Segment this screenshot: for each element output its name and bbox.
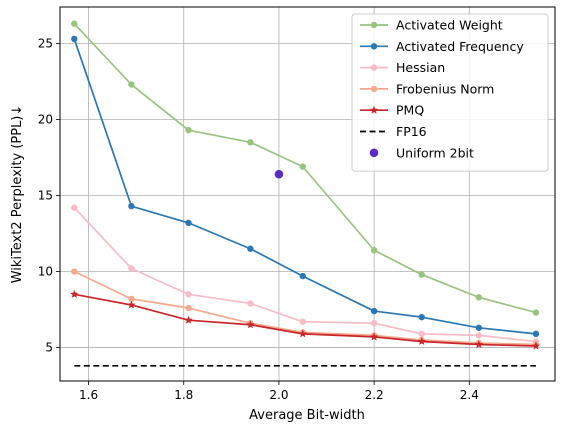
data-point-pmq [298, 329, 307, 338]
legend: Activated Weight Activated Frequency Hessi… [351, 13, 549, 172]
x-tick-label: 1.8 [174, 388, 193, 402]
data-point-activated-weight [128, 81, 135, 88]
legend-marker-activated-frequency [370, 43, 378, 50]
data-point-activated-weight [185, 126, 192, 134]
data-point-pmq [70, 289, 79, 298]
data-point-activated-frequency [370, 307, 378, 315]
series-activated-frequency [71, 35, 540, 338]
x-tick-label: 2.0 [269, 388, 288, 402]
axis-ticks: 1.6 1.8 2.0 2.2 2.4 5 10 15 20 25 [38, 36, 479, 402]
y-tick-label: 25 [38, 36, 53, 50]
y-tick-label: 5 [45, 341, 53, 355]
data-point-activated-frequency [71, 35, 78, 43]
data-point-activated-frequency [247, 245, 254, 252]
data-point-activated-weight [247, 139, 254, 146]
data-point-activated-weight [475, 294, 483, 301]
series-pmq [70, 289, 541, 350]
data-point-activated-weight [418, 271, 425, 278]
data-point-activated-weight [71, 20, 78, 27]
series-uniform-2bit [274, 169, 284, 179]
x-axis-label: Average Bit-width [249, 408, 365, 423]
x-tick-label: 2.4 [460, 388, 479, 402]
x-tick-label: 1.6 [79, 388, 98, 402]
x-tick-label: 2.2 [365, 388, 384, 402]
legend-marker-pmq [369, 105, 379, 114]
data-point-uniform-2bit [274, 169, 284, 179]
legend-label-frobenius-norm: Frobenius Norm [396, 81, 494, 96]
data-point-pmq [246, 320, 255, 329]
legend-label-fp16: FP16 [396, 124, 427, 139]
data-point-pmq [184, 315, 193, 324]
legend-marker-uniform-2bit [369, 148, 379, 158]
data-point-frobenius-norm [185, 304, 192, 312]
data-point-activated-frequency [128, 202, 135, 210]
data-point-activated-frequency [299, 272, 306, 280]
data-point-activated-frequency [475, 324, 483, 331]
data-point-activated-frequency [532, 330, 540, 338]
y-tick-label: 15 [38, 189, 53, 203]
data-point-hessian [299, 318, 306, 325]
data-point-hessian [418, 330, 425, 338]
data-point-hessian [128, 265, 135, 272]
legend-box [351, 13, 549, 172]
data-point-activated-frequency [185, 219, 192, 227]
data-point-pmq [127, 300, 136, 309]
legend-marker-hessian [370, 64, 378, 71]
data-point-activated-weight [532, 309, 540, 316]
plot-frame [59, 6, 556, 382]
legend-marker-frobenius-norm [370, 85, 378, 93]
data-point-pmq [417, 337, 426, 346]
data-point-pmq [369, 332, 379, 341]
y-tick-label: 10 [38, 265, 53, 279]
y-axis-label: WikiText2 Perplexity (PPL)↓ [10, 105, 25, 284]
data-point-activated-weight [370, 247, 378, 254]
data-point-hessian [247, 300, 254, 307]
data-point-activated-frequency [418, 313, 425, 321]
legend-label-activated-weight: Activated Weight [396, 18, 503, 33]
series-activated-weight [71, 20, 540, 316]
data-point-pmq [531, 341, 541, 350]
legend-label-hessian: Hessian [396, 60, 445, 75]
data-point-hessian [71, 204, 78, 211]
legend-label-uniform-2bit: Uniform 2bit [396, 145, 474, 160]
legend-label-activated-frequency: Activated Frequency [396, 39, 524, 54]
data-point-hessian [475, 332, 483, 339]
data-point-frobenius-norm [71, 268, 78, 275]
series-layer [70, 20, 541, 367]
legend-marker-activated-weight [370, 21, 378, 29]
data-point-frobenius-norm [128, 295, 135, 303]
data-point-hessian [370, 320, 378, 327]
data-point-pmq [474, 340, 484, 349]
data-point-activated-weight [299, 163, 306, 170]
y-tick-label: 20 [38, 113, 53, 127]
legend-label-pmq: PMQ [396, 103, 424, 118]
data-point-hessian [185, 291, 192, 298]
